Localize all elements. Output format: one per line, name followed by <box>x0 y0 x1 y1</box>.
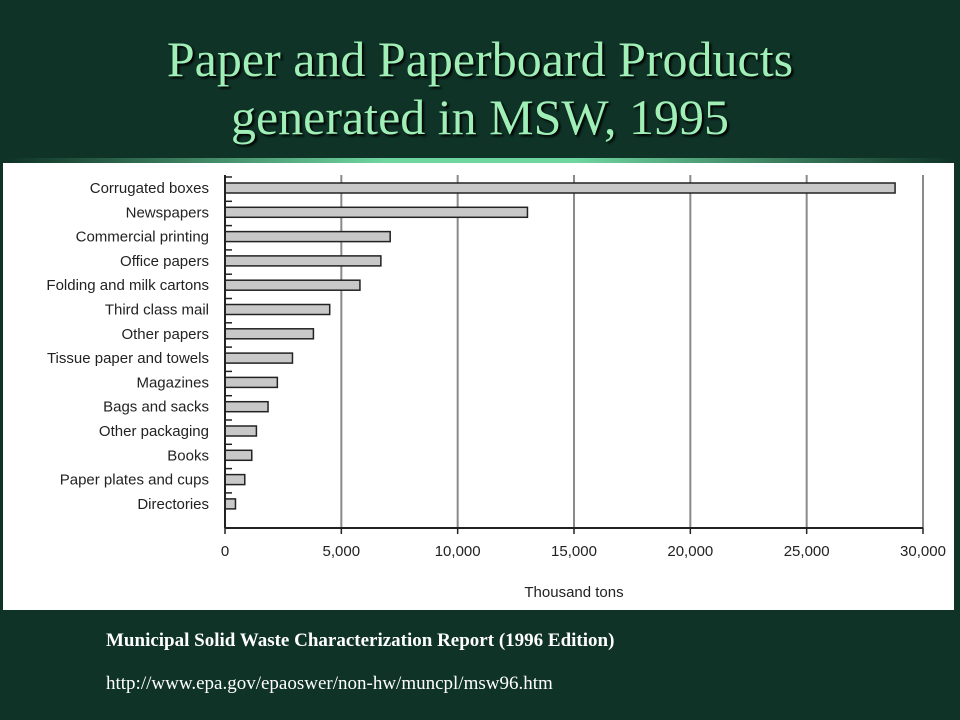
source-url: http://www.epa.gov/epaoswer/non-hw/muncp… <box>106 673 553 694</box>
category-label: Commercial printing <box>76 229 209 246</box>
x-tick-label: 25,000 <box>784 543 830 560</box>
bars <box>224 182 896 510</box>
tick-labels: 0 5,000 10,000 15,000 20,000 25,000 30,000 <box>221 543 946 560</box>
category-label: Other packaging <box>99 423 209 440</box>
category-label: Folding and milk cartons <box>46 277 209 294</box>
x-tick-label: 0 <box>221 543 229 560</box>
source-citation: Municipal Solid Waste Characterization R… <box>106 630 615 651</box>
x-tick-label: 30,000 <box>900 543 946 560</box>
category-label: Books <box>167 447 209 464</box>
bar <box>224 303 331 316</box>
x-tick-label: 15,000 <box>551 543 597 560</box>
bar <box>224 352 294 364</box>
bar-chart: Corrugated boxes Newspapers Commercial pri… <box>46 175 946 601</box>
bar <box>224 473 246 486</box>
axes <box>224 175 924 534</box>
grid-lines <box>340 175 924 528</box>
bar <box>224 206 529 219</box>
page-title: Paper and Paperboard Products generated … <box>0 30 960 146</box>
bar <box>224 376 279 389</box>
title-line-2: generated in MSW, 1995 <box>230 89 730 145</box>
category-label: Other papers <box>121 326 209 343</box>
title-divider <box>8 158 952 164</box>
category-label: Directories <box>137 496 209 513</box>
bar <box>224 230 391 243</box>
category-label: Paper plates and cups <box>60 472 209 489</box>
bar <box>224 255 382 267</box>
bar <box>224 279 361 291</box>
title-line-1: Paper and Paperboard Products <box>166 31 794 87</box>
category-label: Newspapers <box>126 204 209 221</box>
x-tick-label: 5,000 <box>323 543 361 560</box>
bar <box>224 449 253 462</box>
chart-panel: Corrugated boxes Newspapers Commercial pri… <box>3 163 954 610</box>
category-label: Corrugated boxes <box>90 180 209 197</box>
bar <box>224 400 269 413</box>
x-tick-label: 20,000 <box>667 543 713 560</box>
x-axis-label: Thousand tons <box>524 584 623 601</box>
bar <box>224 498 237 510</box>
category-label: Bags and sacks <box>103 399 209 416</box>
x-tick-label: 10,000 <box>435 543 481 560</box>
category-label: Office papers <box>120 253 209 270</box>
bar <box>224 182 896 194</box>
bar <box>224 328 315 340</box>
bar <box>224 425 258 437</box>
category-labels: Corrugated boxes Newspapers Commercial pri… <box>46 180 209 513</box>
category-label: Magazines <box>136 374 209 391</box>
category-label: Third class mail <box>105 302 209 319</box>
category-label: Tissue paper and towels <box>47 350 209 367</box>
